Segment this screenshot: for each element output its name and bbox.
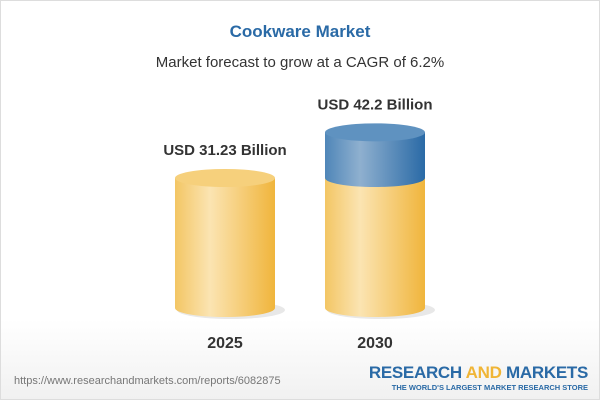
research-and-markets-logo: RESEARCH AND MARKETS THE WORLD'S LARGEST… (369, 364, 588, 394)
source-url[interactable]: https://www.researchandmarkets.com/repor… (14, 375, 281, 387)
bar-2030-base-body (325, 178, 425, 317)
logo-text: RESEARCH (368, 363, 466, 382)
category-label: 2030 (357, 335, 393, 352)
data-label: USD 42.2 Billion (317, 96, 432, 113)
chart-subtitle: Market forecast to grow at a CAGR of 6.2… (155, 54, 445, 71)
chart-title: Cookware Market (229, 22, 371, 41)
bar-2030-growth-top (325, 123, 425, 142)
bar-2030-growth-body (325, 132, 425, 187)
logo-tagline: THE WORLD'S LARGEST MARKET RESEARCH STOR… (391, 383, 588, 392)
category-label: 2025 (207, 335, 243, 352)
logo-text: AND (465, 363, 502, 382)
logo-text: MARKETS (501, 363, 588, 382)
bar-2025-body (175, 178, 275, 317)
data-label: USD 31.23 Billion (163, 142, 286, 159)
bar-2025-top (175, 169, 275, 187)
